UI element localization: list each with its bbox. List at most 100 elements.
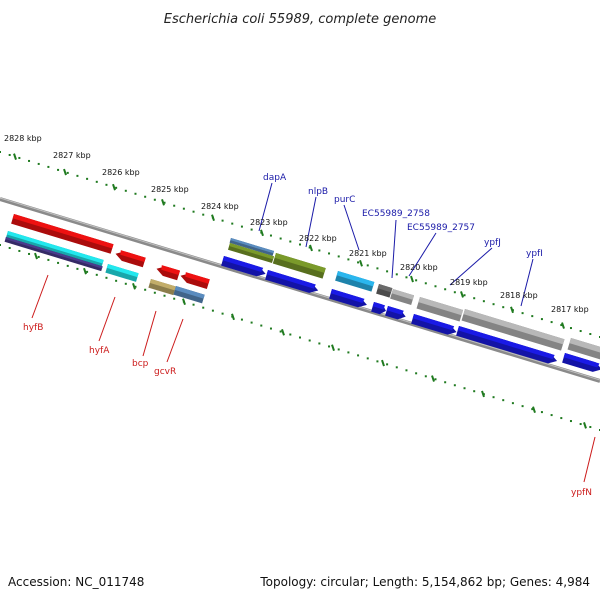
- gene-label-bcp[interactable]: bcp: [132, 359, 149, 369]
- major-tick: [331, 344, 335, 351]
- feature-blue-1[interactable]: [221, 256, 266, 277]
- minor-tick: [250, 321, 253, 324]
- major-tick: [510, 306, 514, 314]
- feature-gray-1[interactable]: [416, 297, 464, 322]
- minor-tick: [502, 306, 505, 309]
- feature-blue-5[interactable]: [385, 306, 406, 320]
- kbp-label: 2821 kbp: [349, 249, 387, 258]
- feature-nlpB[interactable]: [272, 253, 326, 279]
- feature-steel[interactable]: [173, 286, 205, 304]
- minor-tick: [511, 402, 514, 405]
- feature-dapA-top[interactable]: [229, 238, 275, 256]
- feature-gray-2[interactable]: [567, 338, 600, 361]
- gene-label-ypfN[interactable]: ypfN: [571, 488, 592, 498]
- feature-ypfI[interactable]: [456, 326, 558, 364]
- minor-tick: [337, 255, 340, 258]
- gene-label-purC[interactable]: purC: [334, 195, 355, 205]
- minor-tick: [124, 282, 127, 285]
- minor-tick: [289, 240, 292, 243]
- map-title: Escherichia coli 55989, complete genome: [164, 12, 436, 27]
- feature-gcvR[interactable]: [180, 272, 210, 289]
- feature-hyfB[interactable]: [11, 214, 114, 254]
- feature-hyfA[interactable]: [5, 231, 104, 268]
- feature-EC55989-2757[interactable]: [390, 289, 415, 305]
- kbp-label: 2828 kbp: [4, 134, 42, 143]
- leader-line: [520, 258, 534, 307]
- minor-tick: [124, 189, 127, 192]
- feature-blue-6[interactable]: [411, 314, 457, 335]
- kbp-label: 2827 kbp: [53, 151, 91, 160]
- minor-tick: [492, 303, 495, 306]
- minor-tick: [569, 327, 572, 330]
- minor-tick: [66, 171, 69, 174]
- gene-label-EC55989-2757[interactable]: EC55989_2757: [407, 223, 475, 233]
- kbp-label: 2822 kbp: [299, 234, 337, 243]
- minor-tick: [0, 151, 1, 153]
- gene-label-ypfI[interactable]: ypfI: [526, 249, 543, 259]
- feature-bcp[interactable]: [156, 265, 181, 281]
- minor-tick: [76, 267, 79, 270]
- feature-blue-3[interactable]: [329, 289, 367, 308]
- minor-tick: [211, 309, 214, 312]
- minor-tick: [347, 258, 350, 261]
- minor-tick: [521, 312, 524, 315]
- minor-tick: [28, 252, 31, 255]
- minor-tick: [153, 291, 156, 294]
- major-tick: [309, 244, 313, 252]
- minor-tick: [202, 213, 205, 216]
- minor-tick: [308, 339, 311, 342]
- minor-tick: [328, 252, 331, 255]
- minor-tick: [163, 201, 166, 204]
- feature-hyfA-b[interactable]: [105, 264, 139, 282]
- minor-tick: [260, 324, 263, 327]
- minor-tick: [299, 243, 301, 246]
- gene-label-EC55989-2758[interactable]: EC55989_2758: [362, 209, 430, 219]
- gene-label-hyfB[interactable]: hyfB: [23, 323, 43, 333]
- feature-dapA[interactable]: [227, 243, 275, 264]
- major-tick: [359, 259, 363, 267]
- minor-tick: [473, 297, 476, 300]
- minor-tick: [337, 348, 340, 351]
- minor-tick: [0, 244, 1, 246]
- leader-line: [166, 318, 184, 363]
- minor-tick: [18, 249, 21, 252]
- minor-tick: [502, 399, 505, 402]
- gene-label-hyfA[interactable]: hyfA: [89, 346, 110, 356]
- minor-tick: [308, 246, 311, 249]
- minor-tick: [66, 264, 69, 267]
- leader-line: [583, 436, 596, 483]
- minor-tick: [540, 411, 543, 414]
- feature-tan[interactable]: [148, 279, 176, 296]
- feature-blue-2[interactable]: [265, 270, 319, 293]
- minor-tick: [434, 285, 437, 288]
- minor-tick: [550, 414, 553, 417]
- minor-tick: [221, 219, 224, 222]
- minor-tick: [76, 174, 79, 177]
- minor-tick: [250, 228, 253, 231]
- gene-label-ypfJ[interactable]: ypfJ: [484, 238, 501, 248]
- minor-tick: [8, 153, 11, 156]
- minor-tick: [144, 195, 147, 198]
- leader-line: [31, 274, 49, 319]
- gene-label-nlpB[interactable]: nlpB: [308, 187, 328, 197]
- leader-line: [305, 196, 317, 248]
- kbp-label: 2823 kbp: [250, 218, 288, 227]
- gene-label-dapA[interactable]: dapA: [263, 173, 287, 183]
- minor-tick: [8, 246, 11, 249]
- minor-tick: [318, 249, 321, 252]
- minor-tick: [492, 396, 495, 399]
- minor-tick: [560, 324, 563, 327]
- major-tick: [132, 283, 136, 290]
- minor-tick: [347, 351, 350, 354]
- feature-blue-7[interactable]: [562, 353, 600, 372]
- minor-tick: [366, 264, 369, 267]
- feature-purC[interactable]: [335, 271, 375, 292]
- feature-EC55989-2758[interactable]: [376, 284, 393, 298]
- feature-ypfJ[interactable]: [461, 309, 565, 351]
- gene-label-gcvR[interactable]: gcvR: [154, 367, 176, 377]
- feature-navy[interactable]: [4, 237, 103, 272]
- feature-hyfB-b[interactable]: [115, 250, 146, 268]
- feature-blue-4[interactable]: [371, 302, 386, 315]
- minor-tick: [134, 192, 137, 195]
